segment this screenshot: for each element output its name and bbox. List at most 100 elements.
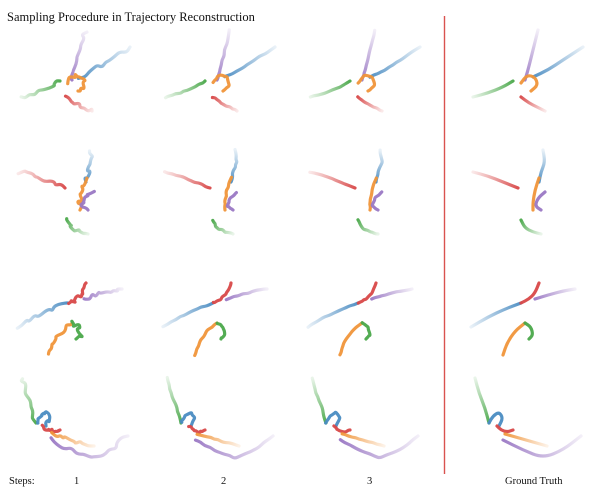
column-label-step-2: 2 [221,476,227,487]
panel-row-4-col-2 [165,375,275,460]
panel-row-2-col-1 [16,149,96,236]
trajectory-orange [66,73,87,93]
trajectory-blue [537,148,546,184]
trajectory-purple [370,190,384,212]
panel-row-1-col-2 [163,28,277,113]
trajectory-green [523,321,534,341]
trajectory-blue [83,149,94,184]
trajectory-blue [324,410,342,428]
panel-row-1-col-3 [308,28,422,113]
trajectory-orange [531,176,541,212]
trajectory-purple [82,287,124,301]
trajectory-blue [487,411,504,428]
panel-row-2-col-4 [471,148,547,236]
trajectory-green [19,377,38,425]
trajectory-green [310,376,328,425]
trajectory-purple [49,434,130,459]
panel-row-1-col-1 [19,30,132,113]
trajectory-green [471,79,515,99]
panel-row-3-col-1 [15,281,124,356]
trajectory-blue [469,301,523,329]
trajectory-red [163,170,212,190]
trajectory-red [40,423,62,435]
panel-row-3-col-4 [469,281,577,357]
trajectory-blue [179,411,197,428]
steps-label: Steps: [9,476,35,487]
panel-row-3-col-2 [161,281,269,358]
trajectory-green [163,79,207,100]
trajectory-blue [374,148,384,184]
trajectory-blue [15,301,70,330]
trajectory-purple [69,30,89,82]
trajectory-blue [229,147,239,184]
panels-group [15,28,585,460]
figure-title: Sampling Procedure in Trajectory Reconst… [7,10,255,24]
trajectory-purple [225,190,238,212]
trajectory-orange [193,321,219,358]
trajectory-orange [368,176,378,212]
panel-row-4-col-4 [473,376,583,458]
trajectory-orange [519,74,539,93]
trajectory-red [308,170,357,190]
trajectory-orange [340,432,386,448]
trajectory-purple [193,434,275,460]
trajectory-purple [523,28,540,82]
trajectory-blue [161,301,215,329]
trajectory-red [187,424,207,435]
trajectory-purple [215,28,231,82]
trajectory-purple [360,28,377,82]
trajectory-green [165,375,183,425]
panel-row-2-col-2 [163,147,239,236]
trajectory-red [471,170,520,190]
trajectory-orange [50,430,96,448]
trajectory-orange [356,73,377,93]
trajectory-blue [306,301,360,329]
panel-row-4-col-1 [19,377,130,459]
trajectory-red [16,169,67,190]
trajectory-green [70,319,84,341]
trajectory-orange [223,175,234,212]
trajectory-red [332,424,352,434]
trajectory-red [356,281,378,305]
trajectory-red [495,424,515,434]
trajectory-green [356,218,380,236]
trajectory-red [63,94,94,113]
trajectory-red [356,95,384,113]
trajectory-green [308,79,352,99]
panel-row-2-col-3 [308,148,384,236]
trajectory-red [67,281,88,306]
trajectory-green [360,321,372,341]
column-label-step-1: 1 [74,476,80,487]
trajectory-purple [79,189,96,212]
trajectory-blue [223,45,277,79]
trajectory-green [65,217,90,236]
trajectory-orange [501,321,527,357]
panel-row-1-col-4 [471,28,585,113]
column-label-step-3: 3 [367,476,373,487]
trajectory-green [19,79,62,100]
trajectory-purple [338,434,420,460]
trajectory-blue [368,45,422,79]
trajectory-blue [531,45,585,79]
trajectory-purple [224,287,269,302]
trajectory-green [473,376,491,425]
panel-row-4-col-3 [310,376,420,460]
trajectory-red [210,95,239,113]
trajectory-red [519,95,547,113]
trajectory-purple [370,287,414,301]
trajectory-green [519,218,543,236]
trajectory-green [215,321,227,341]
trajectory-blue [36,410,52,428]
panel-row-3-col-3 [306,281,414,357]
trajectory-orange [338,321,364,357]
trajectory-green [211,218,235,236]
trajectory-red [519,281,541,305]
trajectory-orange [46,321,74,356]
trajectory-orange [503,432,549,448]
trajectory-purple [533,287,577,301]
trajectory-orange [195,432,241,448]
trajectory-red [211,281,233,305]
trajectory-blue [76,45,132,80]
trajectory-purple [501,434,583,458]
